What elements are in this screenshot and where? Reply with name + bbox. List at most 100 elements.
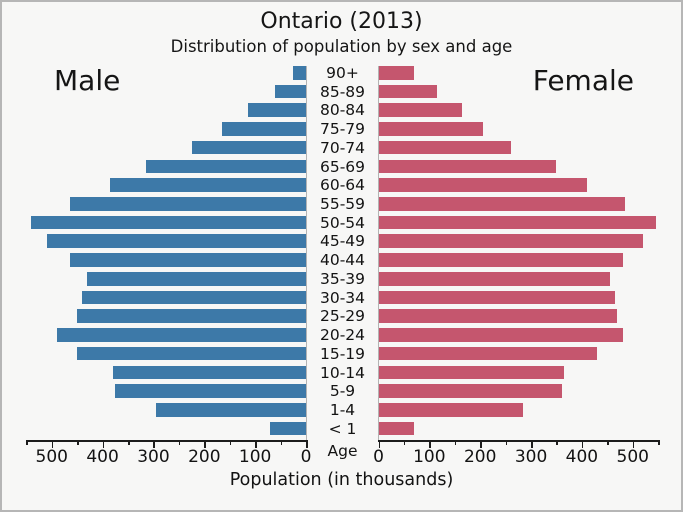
male-axis-minor-tick	[229, 440, 232, 445]
age-group-label: 25-29	[319, 307, 366, 326]
female-axis-major-tick	[581, 440, 584, 448]
male-axis-major-tick	[204, 440, 206, 448]
age-group-label: 5-9	[329, 382, 356, 401]
male-axis-major-tick	[306, 440, 308, 448]
female-axis-minor-tick	[556, 440, 558, 445]
female-axis-tick-label: 400	[565, 447, 599, 467]
age-group-label: 10-14	[319, 363, 366, 382]
age-group-label: 60-64	[319, 176, 366, 195]
male-axis-tick-label: 200	[188, 447, 221, 467]
age-group-label: 50-54	[319, 213, 366, 232]
female-bar-1-4	[378, 402, 524, 417]
female-bar-10-14	[378, 365, 565, 380]
male-bar-50-54	[31, 215, 306, 230]
male-axis-tick-label: 0	[300, 447, 312, 467]
female-bar-40-44	[378, 253, 623, 267]
age-axis-label: Age	[327, 442, 358, 460]
age-group-label: 15-19	[319, 344, 366, 363]
female-x-axis-line	[378, 440, 659, 442]
age-group-label: 70-74	[319, 138, 366, 157]
male-bar-15-19	[77, 346, 306, 361]
male-axis-tick-label: 500	[35, 447, 68, 467]
male-bar-45-49	[46, 234, 306, 249]
female-axis-tick-label: 200	[463, 447, 497, 467]
male-series-label: Male	[54, 64, 121, 97]
male-axis-major-tick	[153, 440, 155, 448]
female-axis-minor-tick	[658, 440, 660, 445]
female-series-label: Female	[532, 64, 634, 97]
male-axis-minor-tick	[77, 440, 79, 445]
female-bar-50-54	[378, 215, 656, 230]
female-axis-major-tick	[378, 440, 380, 448]
male-bar-10-14	[112, 365, 306, 380]
male-axis-minor-tick	[128, 440, 130, 445]
male-bar-30-34	[82, 290, 306, 305]
female-bar-20-24	[378, 328, 623, 342]
age-group-label: 40-44	[319, 251, 366, 270]
female-bar-< 1	[378, 421, 415, 436]
female-axis-major-tick	[531, 440, 533, 448]
male-bar-70-74	[191, 140, 306, 155]
chart-title: Ontario (2013)	[260, 9, 423, 34]
female-axis-tick-label: 0	[373, 447, 384, 467]
male-axis-minor-tick	[26, 440, 28, 445]
female-bar-25-29	[378, 309, 618, 323]
female-axis-tick-label: 300	[514, 447, 548, 467]
female-axis-tick-label: 100	[413, 447, 446, 467]
female-bar-45-49	[378, 234, 643, 249]
male-bar-90+	[293, 66, 306, 80]
female-axis-major-tick	[480, 440, 482, 448]
female-bar-5-9	[378, 384, 562, 398]
male-axis-tick-label: 100	[238, 447, 272, 467]
x-axis-title: Population (in thousands)	[229, 470, 454, 490]
male-bar-85-89	[275, 84, 306, 99]
age-group-label: 35-39	[319, 269, 366, 288]
male-bar-55-59	[69, 197, 306, 211]
age-group-label: < 1	[328, 419, 357, 438]
male-axis-tick-label: 400	[86, 447, 119, 467]
left-plot-spine	[306, 66, 307, 440]
female-bar-75-79	[378, 122, 483, 136]
female-bar-65-69	[378, 159, 557, 174]
female-axis-major-tick	[429, 440, 431, 448]
male-bar-75-79	[222, 122, 306, 136]
chart-subtitle: Distribution of population by sex and ag…	[170, 37, 513, 56]
male-axis-minor-tick	[280, 440, 283, 445]
male-bar-40-44	[69, 253, 306, 267]
age-group-label: 85-89	[319, 82, 366, 101]
male-bar-65-69	[145, 159, 306, 174]
female-axis-minor-tick	[454, 440, 457, 445]
female-axis-minor-tick	[403, 440, 406, 445]
male-bar-60-64	[110, 178, 306, 192]
female-bar-15-19	[378, 346, 598, 361]
male-axis-major-tick	[255, 440, 257, 448]
male-bar-5-9	[115, 384, 306, 398]
female-bar-90+	[378, 66, 415, 80]
male-axis-minor-tick	[178, 440, 181, 445]
age-group-label: 90+	[326, 64, 359, 82]
male-bar-80-84	[247, 103, 306, 118]
age-group-label: 30-34	[319, 288, 366, 307]
female-axis-minor-tick	[505, 440, 508, 445]
age-group-label: 75-79	[319, 120, 366, 139]
age-group-label: 20-24	[319, 326, 366, 345]
age-group-label: 45-49	[319, 232, 366, 251]
male-bar-35-39	[87, 271, 306, 286]
male-bar-20-24	[56, 328, 306, 342]
female-axis-minor-tick	[607, 440, 609, 445]
male-bar-25-29	[77, 309, 306, 323]
female-axis-major-tick	[632, 440, 635, 448]
right-plot-spine	[377, 66, 379, 440]
age-group-label: 80-84	[319, 101, 366, 120]
male-axis-tick-label: 300	[137, 447, 170, 467]
male-bar-< 1	[270, 421, 306, 436]
male-axis-major-tick	[51, 440, 54, 448]
male-axis-major-tick	[102, 440, 105, 448]
male-bar-1-4	[155, 402, 306, 417]
female-bar-35-39	[378, 271, 610, 286]
age-group-label: 1-4	[329, 400, 356, 419]
female-bar-55-59	[378, 197, 626, 211]
age-group-label: 55-59	[319, 195, 366, 214]
female-axis-tick-label: 500	[616, 447, 649, 467]
